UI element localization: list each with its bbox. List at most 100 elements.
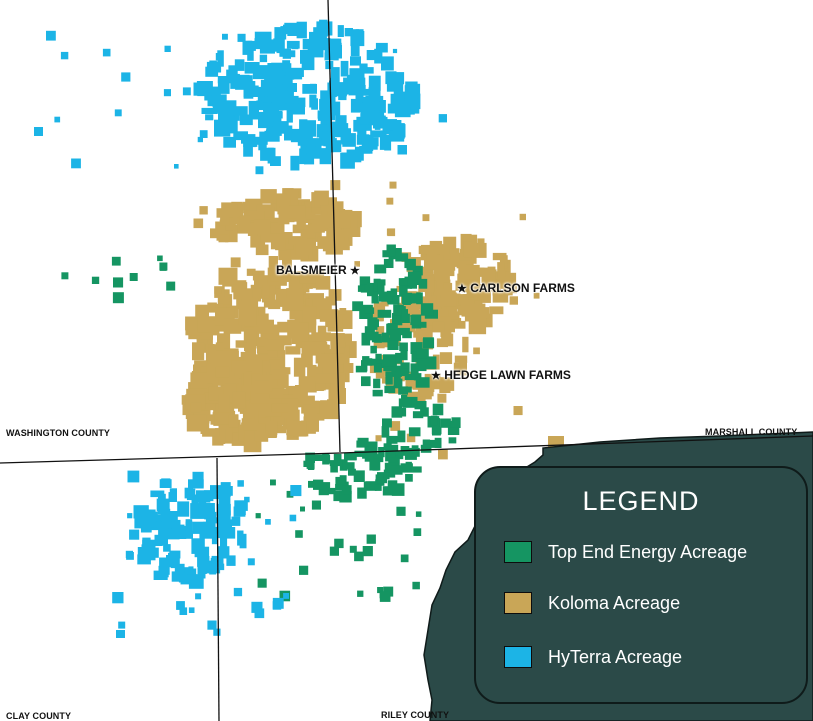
top-end-energy-parcel — [403, 295, 411, 305]
star-icon: ★ — [457, 283, 467, 295]
hyterra-parcel — [309, 94, 317, 108]
hyterra-parcel — [296, 21, 307, 39]
top-end-energy-parcel — [111, 256, 121, 266]
hyterra-parcel — [324, 38, 340, 54]
koloma-parcel — [464, 274, 481, 286]
top-end-energy-parcel — [356, 440, 365, 448]
legend-swatch-koloma — [504, 592, 532, 614]
hyterra-parcel — [244, 496, 250, 503]
top-end-energy-parcel — [432, 403, 444, 416]
hyterra-parcel — [214, 563, 225, 571]
hyterra-parcel — [271, 115, 282, 126]
hyterra-parcel — [222, 33, 228, 40]
hyterra-parcel — [233, 506, 246, 517]
koloma-parcel — [254, 219, 271, 228]
top-end-energy-parcel — [270, 479, 276, 486]
koloma-parcel — [340, 333, 352, 347]
koloma-parcel — [330, 180, 341, 191]
hyterra-parcel — [248, 100, 259, 116]
koloma-parcel — [443, 282, 453, 298]
top-end-energy-parcel — [286, 490, 294, 498]
koloma-parcel — [420, 254, 427, 261]
hyterra-parcel — [370, 130, 387, 138]
top-end-energy-parcel — [430, 415, 438, 426]
koloma-parcel — [497, 270, 506, 278]
koloma-parcel — [299, 395, 315, 408]
koloma-parcel — [186, 414, 207, 432]
hyterra-parcel — [254, 608, 265, 619]
koloma-parcel — [432, 321, 445, 333]
top-end-energy-parcel — [386, 435, 398, 444]
top-end-energy-parcel — [405, 474, 413, 482]
top-end-energy-parcel — [387, 337, 399, 350]
top-end-energy-parcel — [425, 439, 436, 448]
top-end-energy-parcel — [377, 282, 385, 295]
koloma-parcel — [232, 430, 243, 441]
koloma-parcel — [293, 357, 306, 377]
hyterra-parcel — [166, 555, 180, 568]
hyterra-parcel — [209, 60, 217, 70]
koloma-parcel — [305, 321, 317, 333]
top-end-energy-parcel — [397, 306, 406, 316]
top-end-energy-parcel — [399, 342, 408, 352]
koloma-parcel — [258, 275, 271, 288]
hyterra-parcel — [324, 52, 339, 61]
koloma-parcel — [233, 290, 253, 300]
top-end-energy-parcel — [398, 278, 410, 286]
top-end-energy-parcel — [418, 278, 428, 289]
top-end-energy-parcel — [366, 534, 376, 544]
koloma-parcel — [269, 359, 280, 375]
hyterra-parcel — [114, 109, 122, 117]
koloma-parcel — [271, 282, 281, 295]
koloma-parcel — [339, 345, 350, 365]
hyterra-parcel — [285, 71, 295, 80]
top-end-energy-acreage-parcels — [61, 244, 461, 602]
hyterra-parcel — [393, 123, 405, 139]
koloma-parcel — [320, 192, 329, 206]
koloma-parcel — [257, 423, 266, 433]
hedge-lawn-farms-name: HEDGE LAWN FARMS — [444, 368, 571, 382]
hyterra-parcel — [242, 113, 248, 118]
top-end-energy-parcel — [415, 377, 430, 388]
hyterra-parcel — [163, 89, 171, 97]
koloma-parcel — [287, 319, 299, 339]
hyterra-parcel — [217, 79, 230, 94]
koloma-parcel — [285, 346, 301, 355]
koloma-parcel — [231, 201, 243, 212]
hyterra-parcel — [299, 119, 308, 132]
hyterra-parcel — [438, 114, 447, 123]
koloma-parcel — [256, 315, 266, 323]
hyterra-parcel — [241, 134, 256, 144]
koloma-parcel — [220, 216, 230, 226]
koloma-parcel — [244, 429, 257, 447]
koloma-parcel — [375, 435, 382, 442]
hyterra-parcel — [366, 50, 378, 61]
koloma-parcel — [295, 243, 313, 256]
top-end-energy-parcel — [354, 450, 365, 457]
hyterra-parcel — [279, 75, 293, 88]
koloma-parcel — [301, 353, 313, 368]
top-end-energy-parcel — [329, 546, 339, 556]
top-end-energy-parcel — [393, 376, 401, 389]
koloma-parcel — [312, 298, 332, 311]
koloma-parcel — [256, 245, 268, 254]
hyterra-parcel — [310, 83, 317, 91]
balsmeier-label: BALSMEIER ★ — [276, 263, 360, 277]
hyterra-parcel — [374, 48, 383, 64]
hyterra-parcel — [368, 75, 381, 91]
hyterra-parcel — [357, 124, 367, 138]
koloma-parcel — [312, 341, 328, 352]
hyterra-parcel — [121, 72, 131, 82]
koloma-parcel — [223, 318, 242, 334]
top-end-energy-parcel — [391, 483, 405, 496]
hyterra-parcel — [102, 48, 111, 57]
hyterra-parcel — [191, 497, 199, 512]
koloma-parcel — [433, 289, 444, 296]
hyterra-parcel — [348, 86, 364, 96]
top-end-energy-parcel — [418, 321, 427, 328]
koloma-parcel — [270, 272, 291, 282]
hyterra-parcel — [290, 485, 302, 497]
hyterra-parcel — [251, 601, 263, 613]
top-end-energy-parcel — [299, 565, 309, 575]
top-end-energy-parcel — [401, 309, 408, 321]
